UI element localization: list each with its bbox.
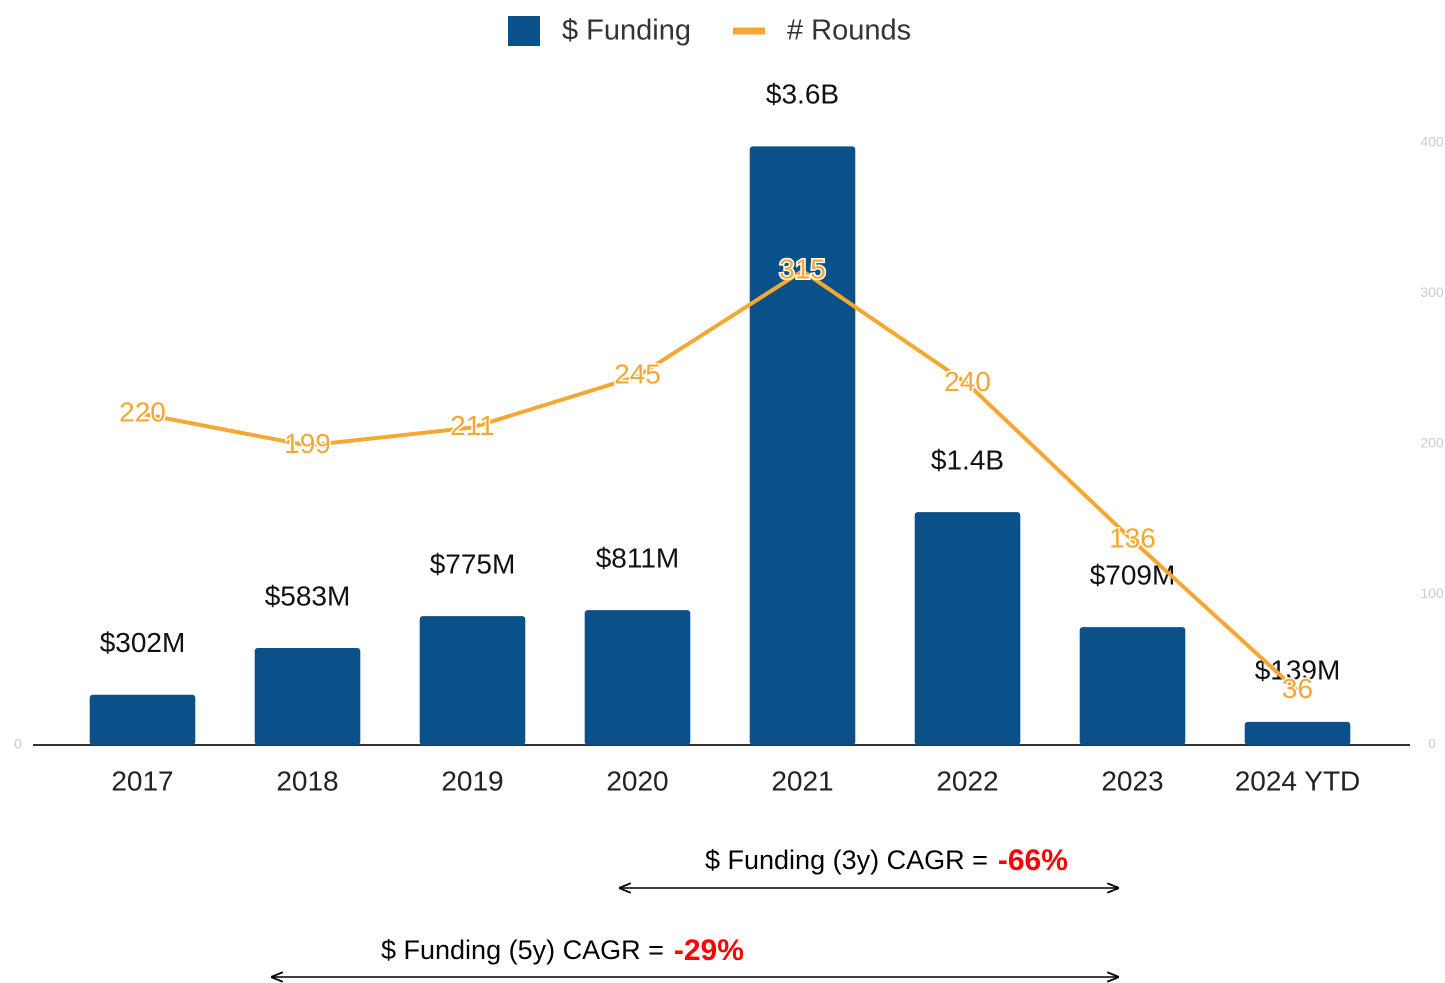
y2-tick-label: 100 [1420,585,1444,601]
x-tick-label: 2021 [771,765,833,796]
annotation-text: $ Funding (3y) CAGR = [705,845,988,875]
data-label: 220 [119,396,166,427]
y2-tick-label: 200 [1420,435,1444,451]
data-label: $3.6B [766,79,839,110]
bar [584,610,691,745]
data-label: $583M [265,580,351,611]
bar [914,512,1021,745]
data-label: 240 [944,366,991,397]
data-label: 136 [1109,523,1156,554]
x-tick-label: 2022 [936,765,998,796]
x-tick-label: 2024 YTD [1235,765,1361,796]
annotation: $ Funding (5y) CAGR = -29% [381,934,744,967]
bar [254,648,361,745]
bar [89,694,196,745]
bar [1079,627,1186,745]
data-label: $709M [1090,559,1176,590]
data-label: 199 [284,428,331,459]
y-tick-label: 0 [14,736,22,752]
data-label: 36 [1282,673,1313,704]
annotation: $ Funding (3y) CAGR = -66% [705,844,1068,877]
legend-swatch [508,16,540,46]
data-label: 315 [779,253,826,284]
data-label: $139M [1255,654,1341,685]
legend-label: $ Funding [562,15,691,47]
data-label: 245 [614,359,661,390]
annotation-value: -66% [998,844,1068,877]
data-label: $302M [100,627,186,658]
y2-tick-label: 400 [1420,134,1444,150]
x-tick-label: 2020 [606,765,668,796]
bar [419,616,526,745]
data-label: 211 [450,410,495,441]
legend-label: # Rounds [787,15,911,47]
x-tick-label: 2019 [441,765,503,796]
annotation-value: -29% [674,934,744,967]
x-tick-label: 2017 [111,765,173,796]
data-label: $1.4B [931,445,1004,476]
bar [1244,721,1351,745]
x-tick-label: 2023 [1101,765,1163,796]
data-label: $811M [596,543,680,574]
data-label: $775M [430,549,516,580]
y2-tick-label: 0 [1428,736,1436,752]
line [142,268,1299,693]
bar [749,146,856,745]
x-tick-label: 2018 [276,765,338,796]
annotation-text: $ Funding (5y) CAGR = [381,935,664,965]
y2-tick-label: 300 [1420,284,1444,300]
